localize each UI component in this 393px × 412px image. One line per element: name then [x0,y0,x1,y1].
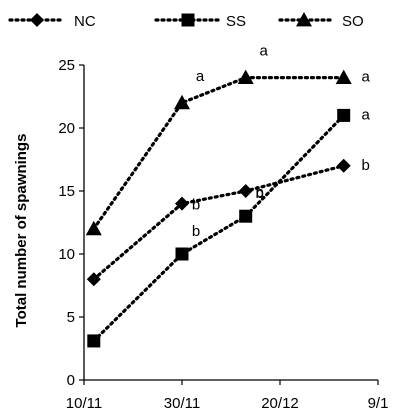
significance-letter: b [256,185,264,202]
legend-label-ss: SS [226,13,246,30]
legend-marker-ss [181,13,195,27]
y-tick-label: 5 [67,309,75,326]
legend-label-nc: NC [74,13,96,30]
legend-label-so: SO [342,13,364,30]
significance-letter: b [192,197,200,214]
data-point-so [174,94,190,110]
x-tick-label: 30/11 [164,395,200,412]
significance-letter: a [196,68,205,85]
data-point-ss [175,247,189,261]
y-tick-label: 10 [58,246,75,263]
legend-marker-so [296,12,312,27]
x-tick-label: 9/1 [368,395,389,412]
data-point-ss [337,108,351,122]
y-tick-label: 15 [58,183,75,200]
data-point-nc [175,196,189,211]
x-tick-label: 10/11 [66,395,102,412]
data-point-nc [238,184,253,198]
significance-letter: a [362,106,371,123]
y-tick-label: 0 [67,372,75,389]
y-tick-label: 20 [58,120,75,137]
legend-marker-nc [30,13,44,27]
series-line-so [92,75,346,231]
data-point-ss [239,209,253,223]
data-point-nc [86,272,101,287]
series-line-ss [92,113,346,343]
significance-letter: b [256,184,264,201]
data-point-ss [87,334,101,348]
data-point-so [335,69,352,84]
data-point-so [85,220,102,236]
y-axis-title: Total number of spawnings [13,134,30,328]
series-line-nc [92,164,346,281]
data-point-so [237,69,254,84]
y-tick-label: 25 [58,57,75,74]
significance-letter: b [192,223,200,240]
data-point-nc [336,158,351,173]
significance-letter: a [362,69,371,86]
significance-letter: b [362,157,370,174]
x-tick-label: 20/12 [261,395,299,412]
significance-letter: a [260,43,269,60]
